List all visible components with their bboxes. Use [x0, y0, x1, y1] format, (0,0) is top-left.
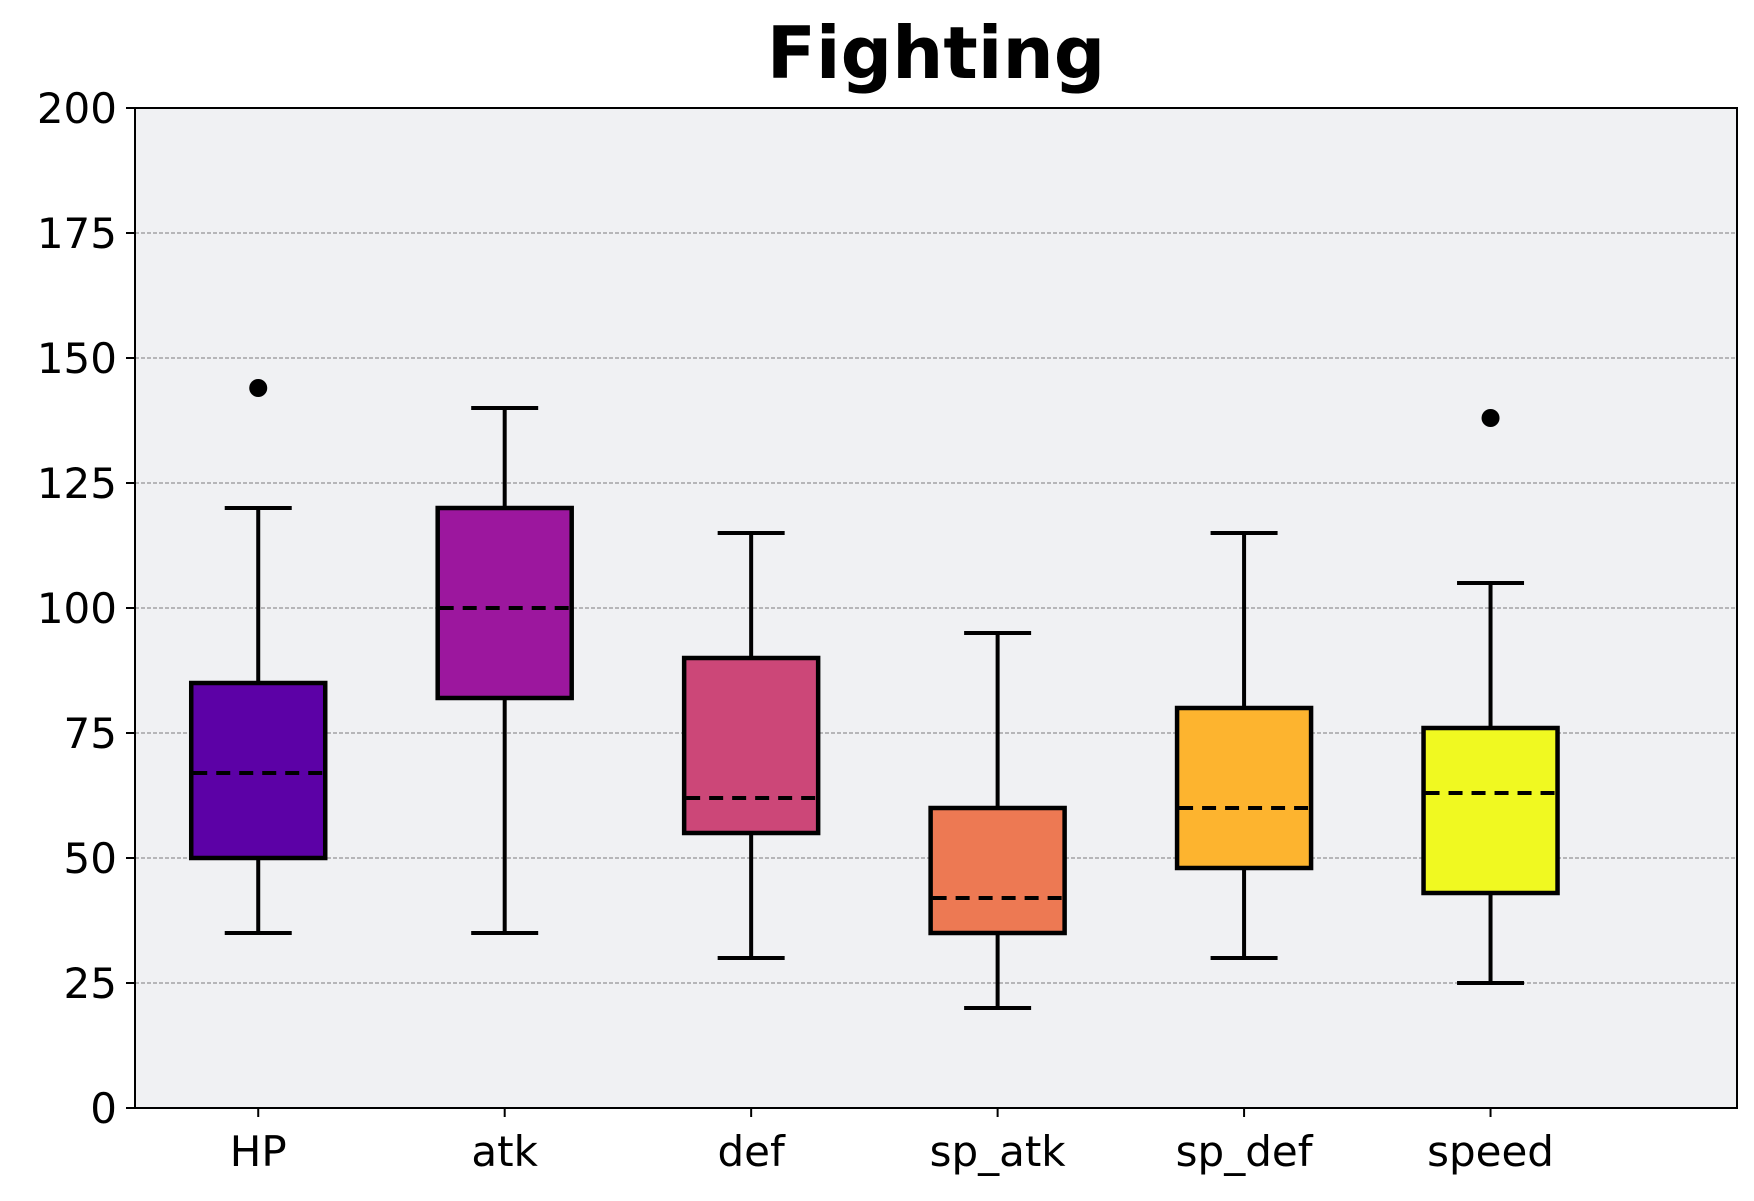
box-layer: [188, 379, 1560, 1010]
y-tick-label: 200: [37, 84, 117, 133]
x-tick-label: HP: [230, 1127, 287, 1176]
iqr-box: [435, 505, 574, 701]
iqr-box: [1174, 705, 1314, 871]
iqr-box: [928, 805, 1067, 936]
box-speed: [1421, 409, 1560, 985]
y-tick-label: 50: [64, 834, 117, 883]
y-tick-label: 75: [64, 709, 117, 758]
outlier-point: [249, 379, 268, 397]
x-tick-label: atk: [471, 1127, 538, 1176]
x-tick-label: sp_def: [1176, 1127, 1314, 1176]
y-tick-label: 25: [64, 959, 117, 1008]
box-sp-atk: [928, 631, 1067, 1010]
box-atk: [435, 406, 574, 935]
y-tick-label: 125: [37, 459, 117, 508]
x-tick-label: def: [718, 1127, 787, 1176]
outlier-point: [1481, 409, 1500, 427]
iqr-box: [1421, 725, 1560, 896]
x-tick-label: speed: [1427, 1127, 1554, 1176]
box-HP: [188, 379, 328, 935]
axis-layer: 0 25 50 75 100 125 150 175 200 HP atk def sp_atk sp_d…: [37, 84, 1554, 1176]
y-tick-label: 100: [37, 584, 117, 633]
chart-title: Fighting: [767, 11, 1106, 95]
y-tick-label: 175: [37, 209, 117, 258]
box-def: [681, 531, 821, 960]
iqr-box: [188, 680, 328, 861]
x-tick-label: sp_atk: [930, 1127, 1067, 1176]
iqr-box: [681, 655, 821, 836]
y-tick-label: 0: [90, 1084, 117, 1133]
box-sp-def: [1174, 531, 1314, 960]
y-tick-label: 150: [37, 334, 117, 383]
